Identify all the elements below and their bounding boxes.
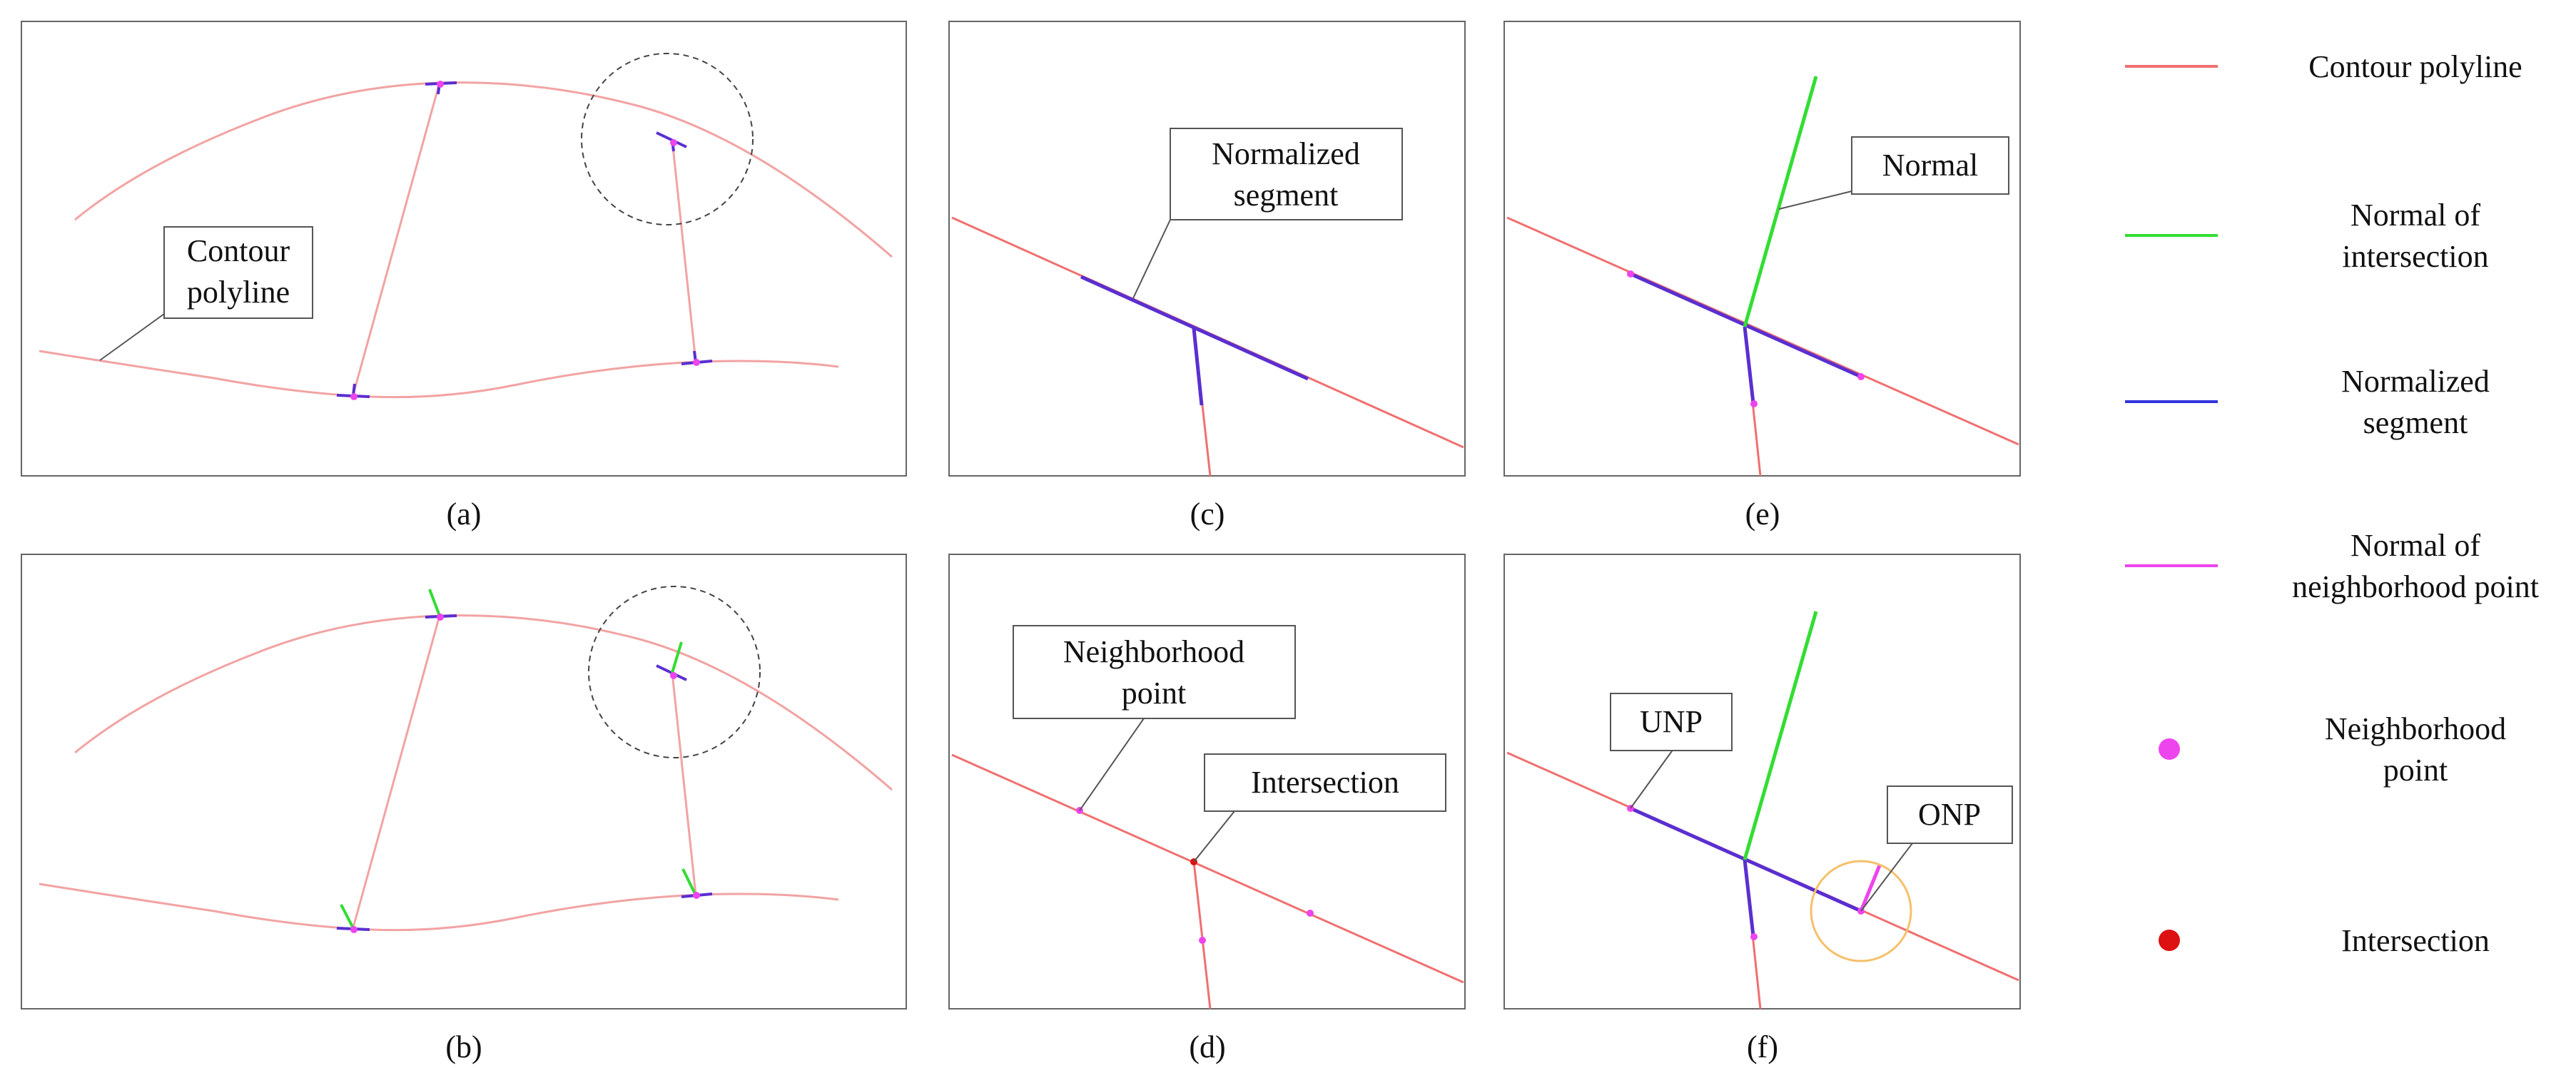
normal-of-intersection (1743, 76, 1818, 327)
normalized-segment-connector (1743, 326, 1755, 404)
connector-right (671, 139, 697, 362)
panel-e: Normal (e) (1503, 21, 2021, 532)
normal-of-intersection (428, 589, 441, 616)
callout-leader (1132, 219, 1171, 299)
legend-label: intersection (2342, 239, 2488, 274)
callout-leader (1630, 748, 1674, 809)
legend-label: Normal of (2351, 198, 2480, 233)
legend-dot-icon (2159, 930, 2180, 951)
callout-segment-line2: segment (1234, 178, 1339, 213)
neighborhood-point-dot (437, 614, 444, 621)
zoom-circle (588, 586, 761, 758)
normal-of-intersection (681, 868, 697, 896)
neighborhood-point-dot (1857, 373, 1865, 380)
caption-b: (b) (445, 1029, 482, 1064)
legend-label: Neighborhood (2325, 711, 2506, 746)
normalized-segment-connector (1743, 859, 1755, 937)
callout-box (1013, 625, 1296, 719)
contour-upper (74, 614, 893, 791)
caption-a: (a) (447, 497, 482, 532)
legend: Contour polyline Normal of intersection Nor… (2125, 49, 2539, 958)
caption-c: (c) (1190, 497, 1225, 532)
callout-neighborhood-line2: point (1122, 676, 1186, 711)
connector-line (1192, 861, 1212, 1010)
callout-box (163, 226, 313, 319)
neighborhood-point-dot (437, 81, 444, 88)
legend-label: segment (2363, 405, 2468, 440)
callout-leader (1079, 718, 1145, 811)
callout-intersection: Intersection (1251, 765, 1399, 800)
callout-leader (1193, 810, 1235, 863)
connector-right (671, 672, 697, 895)
panel-f: UNP ONP (f) (1503, 554, 2021, 1064)
caption-e: (e) (1745, 497, 1780, 532)
neighborhood-point-dot (670, 139, 677, 146)
connector-left (352, 82, 441, 395)
callout-normal: Normal (1882, 148, 1978, 183)
panel-a-frame (21, 21, 907, 477)
callout-box (1610, 693, 1733, 751)
legend-label: Intersection (2341, 923, 2490, 958)
legend-label: point (2383, 753, 2448, 788)
connector-left (352, 615, 441, 928)
contour-lower (39, 350, 839, 399)
normal-of-intersection (671, 641, 683, 673)
contour-lower (39, 883, 839, 932)
panel-d: Neighborhood point Intersection (d) (948, 554, 1466, 1064)
normal-of-intersection (340, 904, 355, 929)
neighborhood-point-dot (1750, 933, 1758, 940)
callout-box (1204, 753, 1446, 812)
legend-label: Contour polyline (2308, 49, 2522, 84)
normal-of-intersection (1743, 611, 1818, 860)
normal-of-neighborhood-point (1859, 865, 1882, 912)
neighborhood-point-dot (350, 926, 358, 933)
legend-label: Normalized (2341, 364, 2490, 399)
panel-b-frame (21, 554, 907, 1010)
legend-dot-icon (2159, 738, 2180, 760)
callout-contour-line1: Contour (187, 233, 290, 268)
callout-box (1887, 785, 2013, 844)
neighborhood-point-dot (1199, 937, 1206, 944)
neighborhood-point-dot (1750, 400, 1758, 407)
neighborhood-point-dot (670, 672, 677, 679)
contour-line (951, 753, 1464, 984)
panel-c-frame (948, 21, 1466, 477)
callout-onp: ONP (1918, 797, 1981, 832)
neighborhood-point-dot (1627, 270, 1634, 278)
normalized-segment (1080, 275, 1309, 381)
callout-contour-line2: polyline (187, 275, 290, 310)
neighborhood-point-dot (693, 359, 700, 366)
callout-leader (99, 313, 165, 361)
callout-box (1170, 128, 1403, 220)
panel-b: (b) (21, 554, 907, 1064)
caption-d: (d) (1189, 1029, 1225, 1064)
zoom-circle (581, 53, 754, 225)
callout-neighborhood-line1: Neighborhood (1063, 634, 1244, 669)
panel-d-frame (948, 554, 1466, 1010)
callout-leader (1778, 190, 1852, 210)
neighborhood-point-dot (350, 393, 358, 400)
panel-c: Normalized segment (c) (948, 21, 1466, 532)
legend-label: neighborhood point (2292, 569, 2539, 604)
onp-highlight-circle (1810, 860, 1912, 962)
callout-unp: UNP (1640, 704, 1703, 739)
callout-leader (1860, 843, 1913, 912)
normalized-segment-connector (1192, 327, 1204, 406)
callout-box (1851, 136, 2009, 195)
panel-a: Contour polyline (a) (21, 21, 907, 532)
panel-f-frame (1503, 554, 2021, 1010)
panel-e-frame (1503, 21, 2021, 477)
caption-f: (f) (1747, 1029, 1778, 1064)
callout-segment-line1: Normalized (1212, 136, 1360, 171)
legend-label: Normal of (2351, 528, 2480, 563)
neighborhood-point-dot (693, 892, 700, 899)
neighborhood-point-dot (1307, 910, 1314, 917)
